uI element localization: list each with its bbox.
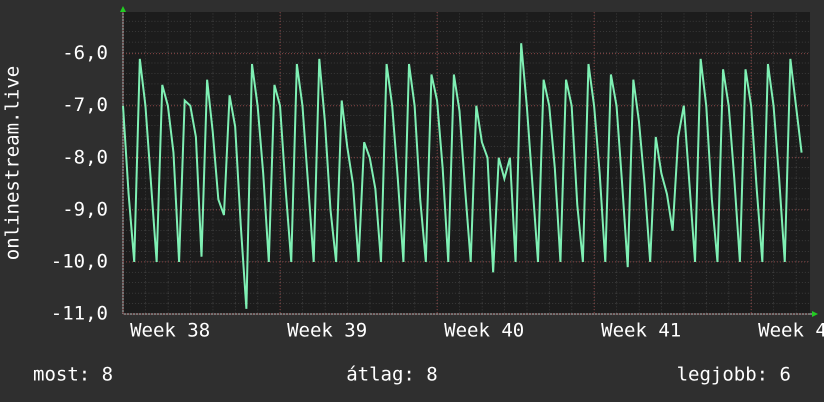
y-axis-label: onlinestream.live [2,66,24,260]
footer-average: átlag: 8 [346,364,438,386]
footer-best: legjobb: 6 [677,364,791,386]
x-tick-label: Week 39 [287,320,367,342]
y-tick-label: -8,0 [62,146,108,168]
y-tick-label: -10,0 [51,250,108,272]
y-tick-label: -6,0 [62,42,108,64]
x-tick-label: Week 40 [444,320,524,342]
series-line [122,43,803,309]
x-tick-label: Week 42 [758,320,824,342]
y-arrow [120,6,126,12]
y-tick-label: -11,0 [51,303,108,325]
x-tick-label: Week 38 [130,320,210,342]
y-tick-label: -9,0 [62,198,108,220]
y-tick-label: -7,0 [62,94,108,116]
x-tick-label: Week 41 [601,320,681,342]
x-arrow [812,311,818,317]
footer-current: most: 8 [33,364,113,386]
